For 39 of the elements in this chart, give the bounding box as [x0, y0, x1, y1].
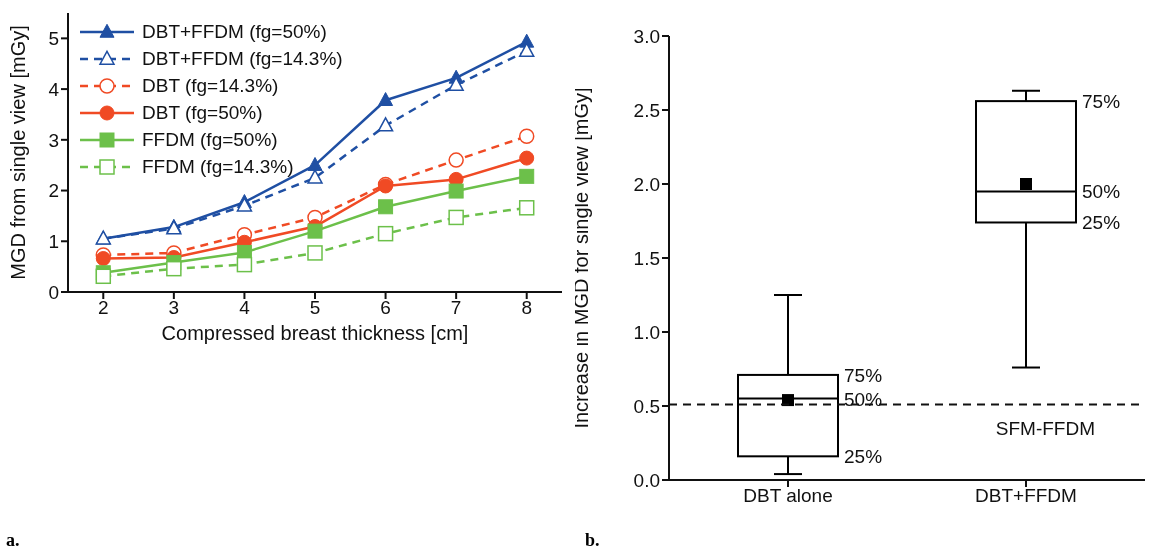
y-tick-label: 0.5: [633, 395, 660, 417]
y-tick-label: 2.5: [633, 99, 660, 121]
y-tick-label: 0.0: [633, 469, 660, 491]
y-tick-label: 2: [48, 180, 59, 202]
ref-line-label: SFM-FFDM: [995, 417, 1095, 439]
y-tick-label: 0: [48, 281, 59, 303]
x-tick-label: 3: [168, 297, 180, 319]
y-tick-label: 1.0: [633, 321, 660, 343]
y-tick-label: 1: [48, 231, 59, 253]
y-tick-label: 2.0: [633, 173, 660, 195]
legend-label: FFDM (fg=14.3%): [142, 155, 294, 178]
y-tick-label: 3.0: [633, 25, 660, 47]
y-axis-title: MGD from single view [mGy]: [7, 25, 30, 280]
annotation: 50%: [844, 388, 883, 410]
x-tick-label: 5: [309, 297, 321, 319]
x-axis-title: Compressed breast thickness [cm]: [161, 322, 469, 344]
x-tick-label: 7: [450, 297, 462, 319]
x-tick-label: 2: [98, 297, 109, 319]
x-tick-label: DBT+FFDM: [975, 485, 1077, 507]
legend-label: DBT (fg=14.3%): [142, 74, 279, 97]
x-tick-label: DBT alone: [743, 485, 833, 507]
legend-label: DBT+FFDM (fg=14.3%): [142, 47, 343, 70]
annotation: 50%: [1082, 181, 1121, 203]
y-tick-label: 5: [48, 28, 59, 50]
y-tick-label: 4: [48, 78, 60, 100]
y-tick-label: 3: [48, 129, 59, 151]
annotation: 25%: [1082, 212, 1121, 234]
x-tick-label: 8: [521, 297, 532, 319]
annotation: 75%: [1082, 91, 1121, 113]
annotation: 25%: [844, 446, 883, 468]
x-tick-label: 6: [380, 297, 391, 319]
x-tick-label: 4: [239, 297, 251, 319]
text: a.: [6, 530, 20, 551]
y-tick-label: 1.5: [633, 247, 660, 269]
legend-label: DBT (fg=50%): [142, 101, 263, 124]
legend-label: DBT+FFDM (fg=50%): [142, 20, 327, 43]
text: b.: [585, 530, 600, 551]
legend-label: FFDM (fg=50%): [142, 128, 278, 151]
annotation: 75%: [844, 364, 883, 386]
